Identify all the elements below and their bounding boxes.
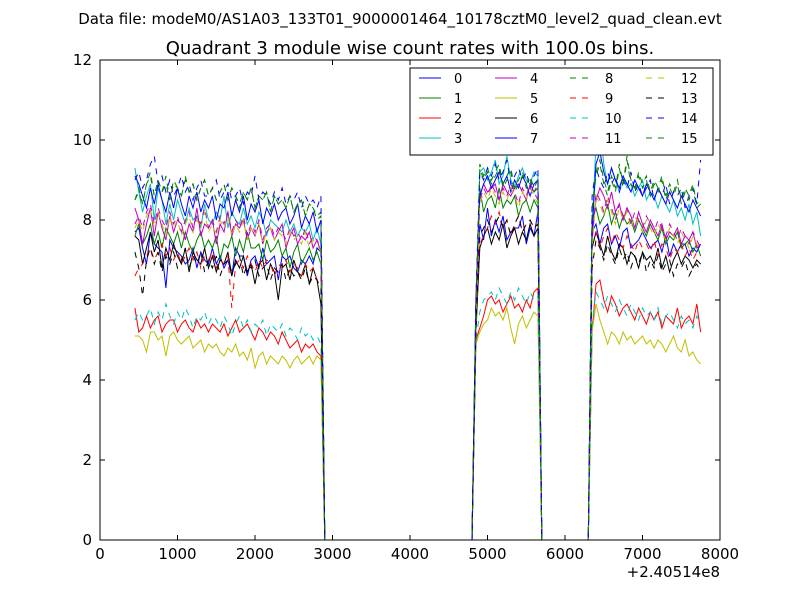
y-tick-label: 12 xyxy=(73,51,92,69)
x-tick-label: 5000 xyxy=(468,545,506,563)
series-line-12 xyxy=(134,186,702,541)
x-tick-label: 6000 xyxy=(546,545,584,563)
legend-label-11: 11 xyxy=(605,132,622,147)
legend-label-15: 15 xyxy=(681,132,698,147)
x-tick-label: 4000 xyxy=(391,545,429,563)
x-tick-label: 8000 xyxy=(701,545,739,563)
legend-label-8: 8 xyxy=(605,72,613,87)
legend-label-12: 12 xyxy=(681,72,698,87)
y-tick-label: 2 xyxy=(82,451,92,469)
legend-label-0: 0 xyxy=(454,72,462,87)
legend-label-13: 13 xyxy=(681,92,698,107)
y-tick-label: 4 xyxy=(82,371,92,389)
x-tick-label: 0 xyxy=(95,545,105,563)
series-line-8 xyxy=(134,155,701,541)
legend-label-3: 3 xyxy=(454,132,462,147)
chart-suptitle: Data file: modeM0/AS1A03_133T01_90000014… xyxy=(78,10,722,29)
legend-label-1: 1 xyxy=(454,92,462,107)
legend-label-5: 5 xyxy=(530,92,538,107)
legend-label-14: 14 xyxy=(681,112,698,127)
series-line-14 xyxy=(134,154,702,541)
legend-label-10: 10 xyxy=(605,112,622,127)
axes-layer: 0 1000 2000 3000 4000 5000 6000 7000 80000246810… xyxy=(73,51,739,563)
y-tick-label: 0 xyxy=(82,531,92,549)
legend-label-2: 2 xyxy=(454,112,462,127)
chart-title: Quadrant 3 module wise count rates with … xyxy=(166,38,655,59)
legend-label-7: 7 xyxy=(530,132,538,147)
series-line-13 xyxy=(134,214,702,541)
x-tick-label: 3000 xyxy=(313,545,351,563)
x-tick-label: 1000 xyxy=(158,545,196,563)
x-tick-label: 2000 xyxy=(236,545,274,563)
series-line-9 xyxy=(134,210,701,541)
legend-box xyxy=(409,67,714,156)
x-tick-label: 7000 xyxy=(623,545,661,563)
legend-label-4: 4 xyxy=(530,72,538,87)
y-tick-label: 10 xyxy=(73,131,92,149)
y-tick-label: 8 xyxy=(82,211,92,229)
x-offset-label: +2.40514e8 xyxy=(627,563,720,581)
legend-label-6: 6 xyxy=(530,112,538,127)
legend-label-9: 9 xyxy=(605,92,613,107)
y-tick-label: 6 xyxy=(82,291,92,309)
